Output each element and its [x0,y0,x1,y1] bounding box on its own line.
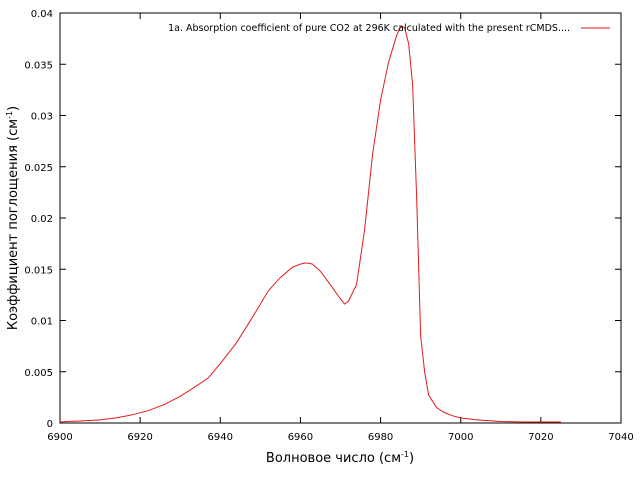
plot-frame [59,12,622,424]
x-tick-label: 7040 [608,432,633,443]
y-tick-label: 0.04 [31,9,53,20]
x-axis-ticks: 6900 6920 6940 6960 6980 7000 7020 7040 [47,13,634,443]
x-tick-label: 6960 [288,432,313,443]
y-tick-label: 0 [47,419,53,430]
series-line-absorption [59,25,561,423]
legend-label: 1a. Absorption coefficient of pure CO2 a… [168,23,570,34]
x-tick-label: 7000 [448,432,473,443]
x-tick-label: 6900 [47,432,72,443]
y-tick-label: 0.015 [24,265,53,276]
y-tick-label: 0.025 [24,163,53,174]
y-axis-ticks: 0 0.005 0.01 0.015 0.02 0.025 0.03 0.035 0.04 [24,9,621,430]
y-axis-label: Коэффициент поглощения (см-1) [5,106,21,330]
x-tick-label: 6940 [208,432,233,443]
y-tick-label: 0.005 [24,368,53,379]
legend: 1a. Absorption coefficient of pure CO2 a… [168,23,610,34]
y-tick-label: 0.035 [24,60,53,71]
x-tick-label: 7020 [528,432,553,443]
y-tick-label: 0.02 [31,214,53,225]
y-tick-label: 0.03 [31,112,53,123]
x-tick-label: 6980 [368,432,393,443]
x-axis-label: Волновое число (см-1) [266,450,414,466]
x-tick-label: 6920 [127,432,152,443]
y-tick-label: 0.01 [31,317,53,328]
